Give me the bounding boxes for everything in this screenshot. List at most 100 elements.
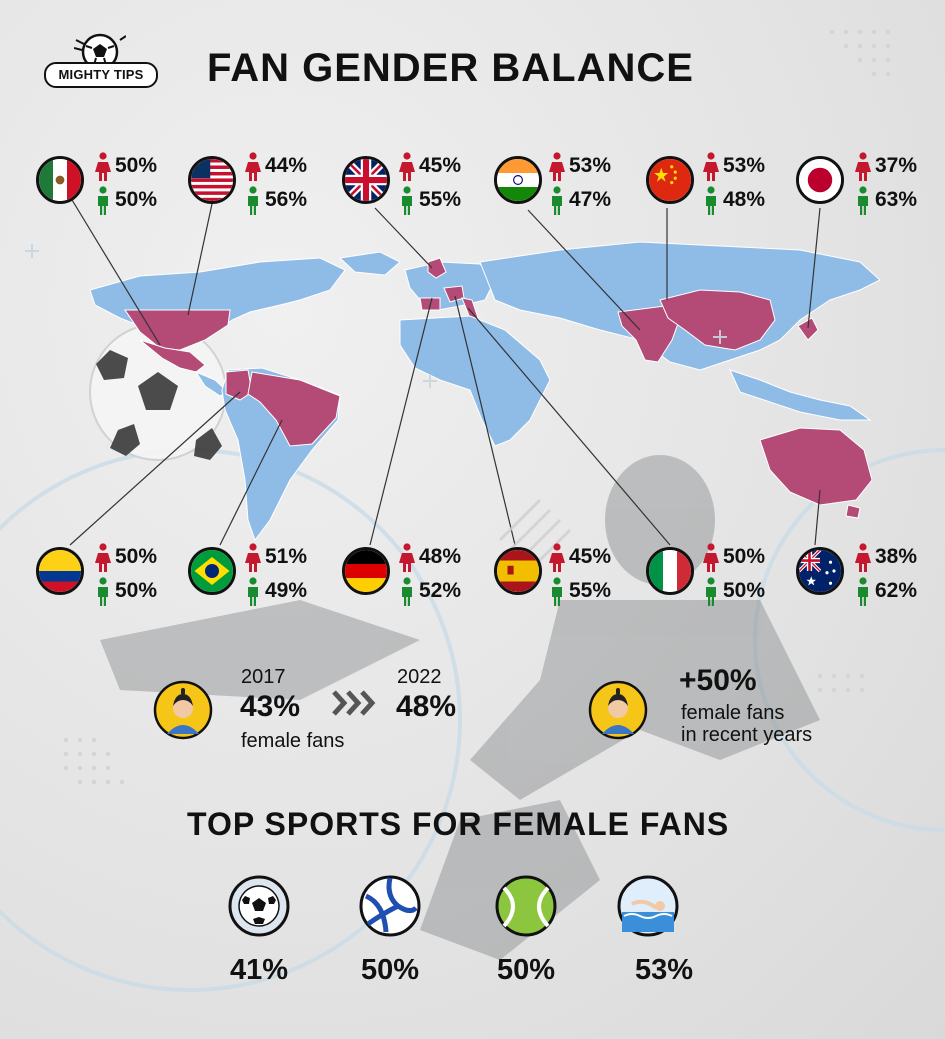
male-percent: 47% [569,188,612,211]
mighty-tips-logo: MIGHTY TIPS [44,33,158,90]
brazil-flag [188,547,236,595]
female-row: 51% [243,543,333,573]
male-row: 55% [397,186,487,216]
male-percent: 62% [875,579,918,602]
sport-value: 50% [496,954,556,986]
male-percent: 50% [115,188,158,211]
female-person-icon [95,543,111,572]
male-person-icon [402,186,412,215]
female-row: 50% [93,543,183,573]
male-person-icon [552,577,562,606]
trend-label: female fans [241,730,345,752]
tennis-ball-icon [495,875,557,937]
japan-stats: 37% 63% [853,152,943,222]
male-percent: 55% [419,188,462,211]
female-percent: 45% [419,154,462,177]
sport-value: 50% [360,954,420,986]
female-row: 53% [547,152,637,182]
chevrons-right-icon [332,690,376,716]
male-percent: 56% [265,188,308,211]
australia-flag [796,547,844,595]
male-person-icon [706,577,716,606]
usa-stats: 44% 56% [243,152,333,222]
male-row: 48% [701,186,791,216]
italy-stats: 50% 50% [701,543,791,613]
sports-title: TOP SPORTS FOR FEMALE FANS [187,806,730,842]
female-row: 53% [701,152,791,182]
usa-flag [188,156,236,204]
trend-value-end: 48% [396,690,457,723]
male-percent: 48% [723,188,766,211]
female-fan-avatar-icon [153,680,213,740]
female-person-icon [245,152,261,181]
decorative-marks [25,244,727,388]
growth-line-2: in recent years [681,724,813,746]
trend-year-start: 2017 [241,666,286,688]
swimmer-icon [617,875,679,937]
trend-year-end: 2022 [397,666,442,688]
male-row: 50% [701,577,791,607]
female-person-icon [549,543,565,572]
male-person-icon [706,186,716,215]
male-person-icon [402,577,412,606]
female-percent: 53% [723,154,766,177]
spain-flag [494,547,542,595]
female-person-icon [245,543,261,572]
female-row: 45% [547,543,637,573]
male-percent: 49% [265,579,308,602]
male-row: 47% [547,186,637,216]
male-person-icon [98,186,108,215]
female-person-icon [703,543,719,572]
soccer-ball-icon [228,875,290,937]
page-title: FAN GENDER BALANCE [207,46,694,90]
world-map [89,241,881,542]
sport-value: 53% [634,954,694,986]
female-percent: 53% [569,154,612,177]
male-row: 63% [853,186,943,216]
male-percent: 50% [115,579,158,602]
male-row: 50% [93,577,183,607]
male-row: 55% [547,577,637,607]
germany-flag [342,547,390,595]
female-percent: 50% [115,545,158,568]
female-person-icon [855,543,871,572]
india-stats: 53% 47% [547,152,637,222]
male-row: 49% [243,577,333,607]
female-percent: 50% [115,154,158,177]
japan-flag [796,156,844,204]
female-percent: 44% [265,154,308,177]
male-person-icon [98,577,108,606]
male-row: 50% [93,186,183,216]
female-percent: 38% [875,545,918,568]
australia-stats: 38% 62% [853,543,943,613]
connector-lines [65,189,821,546]
china-flag [646,156,694,204]
male-person-icon [248,577,258,606]
female-person-icon [399,543,415,572]
female-person-icon [855,152,871,181]
female-row: 44% [243,152,333,182]
volleyball-icon [359,875,421,937]
male-person-icon [248,186,258,215]
uk-flag [342,156,390,204]
female-row: 50% [93,152,183,182]
mexico-stats: 50% 50% [93,152,183,222]
female-fan-avatar-icon [588,680,648,740]
india-flag [494,156,542,204]
female-person-icon [703,152,719,181]
male-percent: 52% [419,579,462,602]
brazil-stats: 51% 49% [243,543,333,613]
germany-stats: 48% 52% [397,543,487,613]
female-row: 38% [853,543,943,573]
growth-line-1: female fans [681,702,785,724]
china-stats: 53% 48% [701,152,791,222]
colombia-flag [36,547,84,595]
female-percent: 37% [875,154,918,177]
female-row: 37% [853,152,943,182]
female-person-icon [95,152,111,181]
female-row: 45% [397,152,487,182]
spain-stats: 45% 55% [547,543,637,613]
male-person-icon [858,186,868,215]
female-row: 50% [701,543,791,573]
